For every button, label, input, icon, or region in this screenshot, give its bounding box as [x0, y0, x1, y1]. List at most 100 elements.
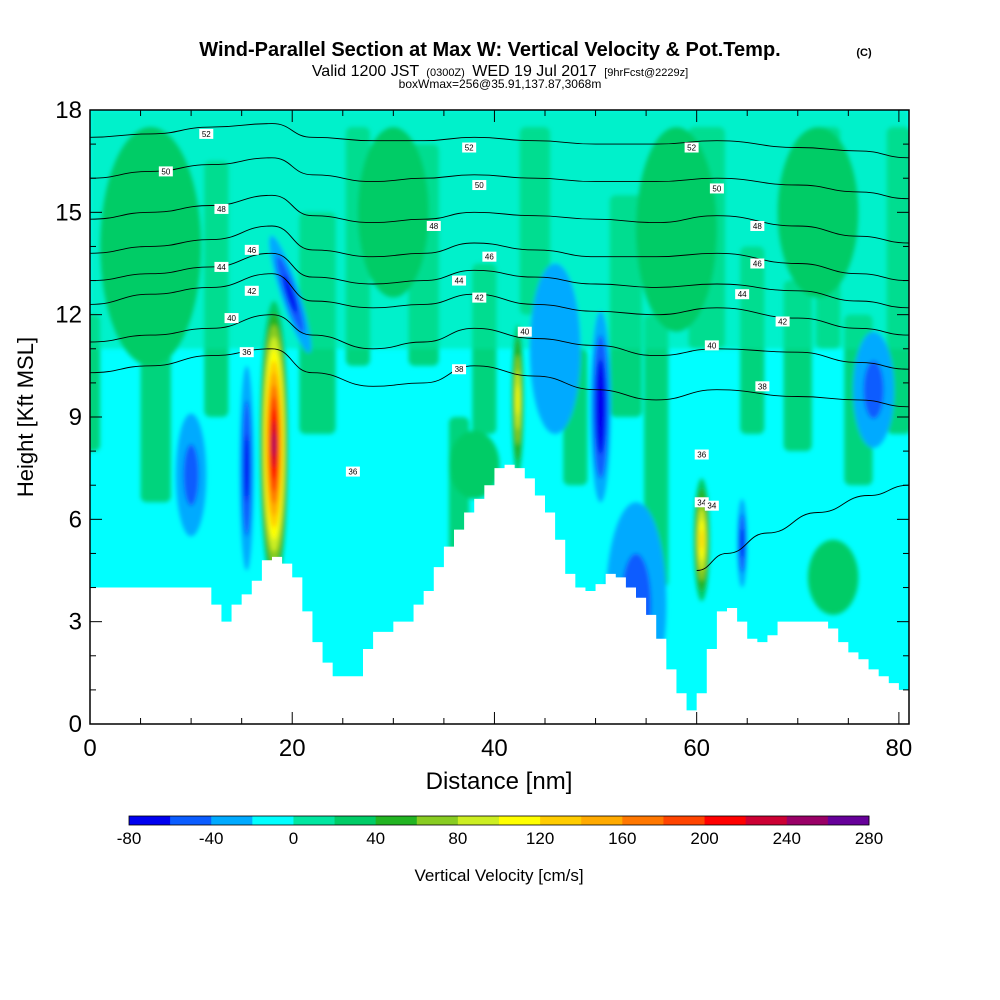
x-tick-label: 40: [481, 735, 508, 762]
velocity-level: [516, 384, 520, 415]
colorbar-tick-label: 160: [608, 829, 636, 848]
velocity-level: [777, 127, 859, 298]
x-tick-label: 80: [886, 735, 913, 762]
theta-label-box: [426, 220, 441, 231]
velocity-cell: [357, 127, 429, 298]
colorbar-tick-label: 80: [448, 829, 467, 848]
velocity-level: [283, 274, 298, 314]
theta-label-44: 44: [217, 263, 226, 272]
theta-label-box: [694, 449, 709, 460]
theta-label-42: 42: [475, 294, 484, 303]
theta-label-50: 50: [161, 167, 170, 176]
theta-label-box: [214, 203, 229, 214]
velocity-level: [529, 263, 581, 435]
y-tick-label: 18: [55, 97, 82, 124]
velocity-level: [700, 529, 704, 551]
theta-contour-50: [90, 157, 909, 200]
colorbar-swatch: [786, 816, 829, 825]
colorbar-tick-label: 0: [289, 829, 298, 848]
colorbar-swatch: [499, 816, 541, 825]
theta-label-box: [482, 251, 497, 262]
theta-contour-44: [90, 252, 909, 309]
colorbar-swatch: [375, 816, 418, 825]
colorbar-swatch: [745, 816, 788, 825]
y-tick-label: 3: [69, 609, 82, 636]
velocity-cell: [511, 324, 524, 475]
colorbar-frame: [128, 815, 870, 826]
colorbar-tick-label: 40: [366, 829, 385, 848]
y-tick-label: 6: [69, 506, 82, 533]
velocity-level: [448, 430, 500, 499]
plot-area: 34 36 40 42 44 46 48 50 52 52 52 50 50 48 48 46 46 44 44 42…: [90, 110, 909, 724]
theta-contour-40: [90, 314, 909, 370]
theta-label-box: [452, 275, 467, 286]
theta-label-48: 48: [217, 205, 226, 214]
theta-label-46: 46: [485, 253, 494, 262]
theta-label-52: 52: [465, 144, 474, 153]
theta-label-box: [472, 292, 487, 303]
terrain-mask: [90, 464, 909, 724]
theta-label-box: [452, 364, 467, 375]
velocity-level: [357, 127, 429, 298]
theta-label-52: 52: [202, 130, 211, 139]
theta-label-34: 34: [707, 502, 716, 511]
colorbar-swatch: [581, 816, 623, 825]
colorbar-tick-label: 120: [526, 829, 554, 848]
colorbar-swatch: [293, 816, 335, 825]
theta-label-box: [345, 466, 360, 477]
velocity-level: [863, 360, 884, 419]
colorbar-tick-label: 280: [855, 829, 883, 848]
colorbar-swatch: [129, 816, 171, 825]
theta-label-38: 38: [758, 382, 767, 391]
velocity-level: [740, 528, 744, 558]
y-tick-label: 9: [69, 404, 82, 431]
theta-contour-52: [90, 123, 909, 159]
theta-label-box: [472, 180, 487, 191]
theta-label-44: 44: [738, 290, 747, 299]
theta-label-box: [704, 340, 719, 351]
theta-label-34: 34: [697, 498, 706, 507]
y-tick-label: 15: [55, 199, 82, 226]
colorbar-swatch: [704, 816, 747, 825]
theta-contour-48: [90, 194, 909, 244]
theta-label-40: 40: [520, 328, 529, 337]
velocity-cell: [693, 478, 710, 602]
theta-label-box: [199, 128, 214, 139]
theta-label-box: [735, 289, 750, 300]
theta-label-52: 52: [687, 144, 696, 153]
colorbar: -80 -40 0 40 80 120 160 200 240 280: [117, 815, 883, 848]
y-tick-label: 0: [69, 711, 82, 738]
copyright-mark: (C): [856, 47, 872, 59]
colorbar-swatch: [540, 816, 582, 825]
theta-label-box: [755, 381, 770, 392]
colorbar-tick-label: 240: [773, 829, 801, 848]
colorbar-tick-label: -80: [117, 829, 142, 848]
theta-label-box: [750, 258, 765, 269]
theta-label-box: [224, 313, 239, 324]
colorbar-swatch: [252, 816, 294, 825]
velocity-cell: [175, 413, 207, 537]
theta-label-40: 40: [707, 341, 716, 350]
velocity-cell: [636, 127, 717, 332]
velocity-cell: [239, 365, 254, 571]
velocity-cell: [853, 331, 894, 448]
velocity-level: [598, 382, 604, 431]
colorbar-swatch: [211, 816, 253, 825]
velocity-level: [272, 432, 276, 457]
velocity-field: [90, 110, 909, 707]
x-tick-label: 20: [279, 735, 306, 762]
velocity-cell: [448, 430, 500, 499]
subtitle-date: WED 19 Jul 2017: [472, 63, 597, 80]
theta-label-44: 44: [455, 277, 464, 286]
theta-contour-46: [90, 225, 909, 282]
theta-contour-36: [90, 348, 909, 408]
subtitle-valid: Valid 1200 JST: [312, 63, 420, 80]
theta-label-42: 42: [247, 287, 256, 296]
y-tick-label: 12: [55, 302, 82, 329]
theta-label-40: 40: [227, 314, 236, 323]
theta-label-48: 48: [429, 222, 438, 231]
velocity-level: [807, 539, 859, 615]
theta-contour-labels: 34 36 40 42 44 46 48 50 52 52 52 50 50 48 48 46 46 44 44 42…: [158, 128, 790, 511]
theta-label-50: 50: [712, 184, 721, 193]
